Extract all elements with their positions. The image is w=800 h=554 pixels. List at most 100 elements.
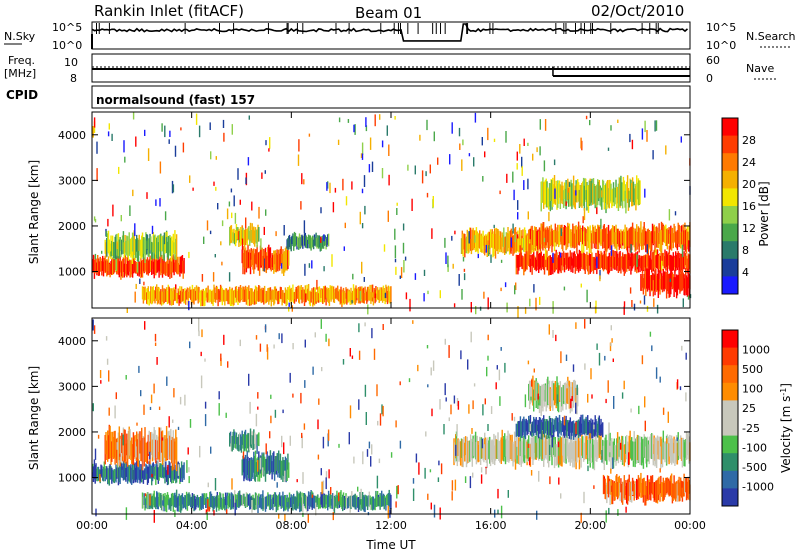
heatmap-cell: [320, 492, 322, 505]
heatmap-cell: [161, 236, 164, 252]
heatmap-speckle: [471, 428, 473, 434]
heatmap-speckle: [500, 287, 502, 292]
heatmap-cell: [615, 224, 617, 249]
heatmap-cell: [600, 188, 602, 207]
heatmap-speckle: [167, 465, 169, 475]
heatmap-cell: [685, 439, 687, 458]
heatmap-speckle: [607, 380, 609, 393]
heatmap-cell: [622, 229, 625, 244]
heatmap-cell: [295, 236, 297, 245]
heatmap-cell: [605, 485, 607, 500]
heatmap-speckle: [206, 512, 208, 520]
heatmap-cell: [564, 431, 567, 461]
heatmap-cell: [540, 419, 542, 440]
heatmap-cell: [616, 186, 619, 204]
heatmap-cell: [281, 460, 283, 476]
heatmap-cell: [630, 179, 632, 202]
heatmap-speckle: [660, 436, 662, 447]
heatmap-cell: [139, 262, 141, 275]
heatmap-cell: [178, 493, 180, 506]
heatmap-cell: [144, 427, 146, 462]
heatmap-cell: [188, 288, 190, 298]
heatmap-cell: [156, 464, 159, 480]
heatmap-cell: [670, 473, 673, 498]
heatmap-cell: [119, 466, 121, 484]
heatmap-cell: [680, 253, 682, 273]
heatmap-speckle: [681, 244, 684, 258]
heatmap-cell: [207, 285, 209, 301]
heatmap-cell: [140, 464, 142, 482]
heatmap-cell: [652, 251, 655, 272]
heatmap-cell: [492, 440, 494, 465]
heatmap-cell: [665, 251, 668, 267]
heatmap-cell: [658, 223, 660, 244]
heatmap-cell: [361, 496, 363, 508]
heatmap-cell: [637, 258, 640, 273]
heatmap-cell: [580, 439, 582, 468]
heatmap-cell: [553, 439, 556, 469]
heatmap-cell: [671, 483, 674, 504]
heatmap-cell: [622, 256, 625, 272]
heatmap-cell: [155, 256, 157, 276]
heatmap-cell: [630, 257, 632, 275]
heatmap-cell: [260, 288, 263, 304]
heatmap-speckle: [470, 331, 472, 343]
heatmap-cell: [191, 284, 194, 302]
heatmap-cell: [169, 435, 171, 460]
heatmap-cell: [223, 289, 225, 302]
heatmap-speckle: [144, 321, 146, 330]
heatmap-cell: [670, 438, 672, 463]
heatmap-speckle: [241, 238, 244, 250]
heatmap-speckle: [623, 380, 625, 390]
heatmap-speckle: [255, 335, 258, 340]
heatmap-cell: [641, 276, 643, 291]
heatmap-speckle: [504, 362, 506, 373]
heatmap-cell: [347, 288, 349, 303]
heatmap-cell: [531, 378, 533, 403]
heatmap-speckle: [666, 438, 668, 444]
heatmap-cell: [270, 290, 273, 307]
heatmap-cell: [582, 177, 585, 206]
heatmap-cell: [157, 242, 160, 260]
heatmap-cell: [174, 492, 176, 507]
heatmap-speckle: [451, 122, 453, 134]
heatmap-cell: [683, 274, 685, 296]
heatmap-cell: [182, 464, 184, 478]
heatmap-cell: [361, 288, 364, 303]
heatmap-cell: [141, 427, 143, 462]
heatmap-cell: [154, 464, 156, 476]
heatmap-cell: [132, 257, 135, 274]
heatmap-cell: [180, 461, 183, 479]
heatmap-cell: [224, 498, 226, 511]
heatmap-speckle: [352, 273, 354, 280]
heatmap-cell: [666, 477, 669, 493]
heatmap-cell: [313, 495, 316, 509]
heatmap-cell: [268, 248, 271, 268]
heatmap-cell: [523, 435, 525, 462]
heatmap-cell: [289, 239, 292, 250]
heatmap-cell: [567, 376, 569, 404]
heatmap-cell: [558, 224, 561, 246]
heatmap-speckle: [245, 177, 247, 185]
heatmap-speckle: [485, 244, 487, 253]
heatmap-cell: [598, 432, 601, 458]
heatmap-cell: [156, 237, 158, 259]
heatmap-cell: [633, 188, 635, 206]
heatmap-cell: [200, 289, 203, 301]
beam-title: Beam 01: [355, 4, 422, 22]
heatmap-speckle: [302, 512, 304, 517]
heatmap-speckle: [449, 154, 451, 165]
heatmap-cell: [603, 185, 606, 210]
heatmap-cell: [161, 285, 164, 302]
heatmap-speckle: [510, 237, 512, 248]
heatmap-speckle: [259, 457, 262, 470]
heatmap-cell: [254, 450, 257, 474]
heatmap-cell: [530, 437, 532, 457]
heatmap-cell: [156, 289, 159, 305]
heatmap-cell: [526, 233, 528, 257]
heatmap-speckle: [462, 139, 464, 146]
heatmap-cell: [254, 227, 257, 242]
heatmap-speckle: [304, 263, 306, 276]
heatmap-cell: [293, 231, 296, 247]
colorbar-tick-label: -500: [742, 461, 767, 474]
